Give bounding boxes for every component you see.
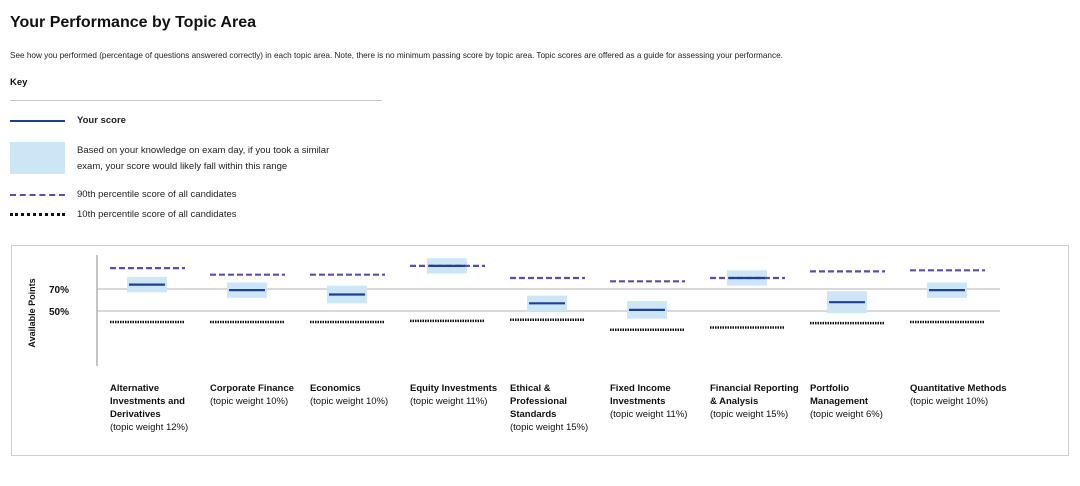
category-label: Fixed Income Investments (topic weight 11… xyxy=(610,382,708,421)
category-name: Portfolio Management xyxy=(810,383,869,407)
y-tick-label: 70% xyxy=(49,285,69,296)
category-group xyxy=(610,280,685,331)
category-name: Financial Reporting & Analysis xyxy=(710,383,799,407)
category-label: Economics (topic weight 10%) xyxy=(310,382,408,408)
category-weight: (topic weight 10%) xyxy=(210,396,289,407)
category-label: Financial Reporting & Analysis (topic wei… xyxy=(710,382,808,421)
p90-swatch xyxy=(10,194,65,196)
category-weight: (topic weight 12%) xyxy=(110,422,189,433)
category-name: Equity Investments xyxy=(410,383,498,394)
category-weight: (topic weight 10%) xyxy=(910,396,989,407)
category-label: Corporate Finance (topic weight 10%) xyxy=(210,382,308,408)
category-group xyxy=(910,269,985,324)
category-label: Quantitative Methods (topic weight 10%) xyxy=(910,382,1008,408)
key-range-line1: Based on your knowledge on exam day, if … xyxy=(77,145,330,156)
key-range-line2: exam, your score would likely fall withi… xyxy=(77,161,288,172)
category-label: Portfolio Management (topic weight 6%) xyxy=(810,382,908,421)
category-label: Alternative Investments and Derivatives (… xyxy=(110,382,208,434)
y-tick-label: 50% xyxy=(49,307,69,318)
category-name: Corporate Finance xyxy=(210,383,294,394)
category-label: Equity Investments (topic weight 11%) xyxy=(410,382,508,408)
key-heading: Key xyxy=(10,77,28,88)
category-group xyxy=(810,270,885,325)
category-group xyxy=(310,273,385,324)
page-title: Your Performance by Topic Area xyxy=(10,14,256,31)
category-name: Ethical & Professional Standards xyxy=(510,383,568,420)
chart-frame xyxy=(11,245,1069,456)
category-group xyxy=(110,267,185,324)
category-group xyxy=(710,270,785,329)
category-group xyxy=(210,273,285,324)
key-p90: 90th percentile score of all candidates xyxy=(77,189,237,200)
category-name: Economics xyxy=(310,383,361,394)
category-group xyxy=(410,258,485,323)
range-swatch xyxy=(10,142,65,174)
category-name: Fixed Income Investments xyxy=(610,383,671,407)
category-group xyxy=(510,276,585,322)
category-label: Ethical & Professional Standards (topic w… xyxy=(510,382,608,434)
page-description: See how you performed (percentage of que… xyxy=(10,51,783,60)
key-p10: 10th percentile score of all candidates xyxy=(77,209,237,220)
p10-swatch xyxy=(10,213,65,216)
category-name: Alternative Investments and Derivatives xyxy=(110,383,185,420)
category-weight: (topic weight 11%) xyxy=(610,409,688,420)
y-axis-label: Available Points xyxy=(27,278,37,347)
category-name: Quantitative Methods xyxy=(910,383,1007,394)
category-weight: (topic weight 10%) xyxy=(310,396,389,407)
category-weight: (topic weight 11%) xyxy=(410,396,488,407)
category-weight: (topic weight 15%) xyxy=(710,409,789,420)
your-score-swatch xyxy=(10,120,65,122)
category-weight: (topic weight 15%) xyxy=(510,422,589,433)
key-divider xyxy=(10,100,382,101)
key-your-score: Your score xyxy=(77,115,126,126)
category-weight: (topic weight 6%) xyxy=(810,409,883,420)
